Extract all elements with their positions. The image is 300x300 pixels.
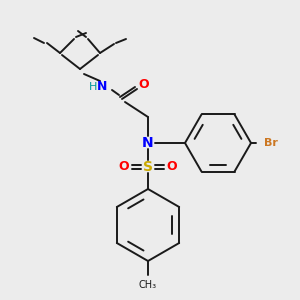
Text: O: O: [139, 77, 149, 91]
Text: Br: Br: [264, 138, 278, 148]
Text: CH₃: CH₃: [139, 280, 157, 290]
Text: N: N: [97, 80, 107, 94]
Text: O: O: [167, 160, 177, 173]
Text: S: S: [143, 160, 153, 174]
Text: H: H: [89, 82, 97, 92]
Text: O: O: [119, 160, 129, 173]
Text: N: N: [142, 136, 154, 150]
